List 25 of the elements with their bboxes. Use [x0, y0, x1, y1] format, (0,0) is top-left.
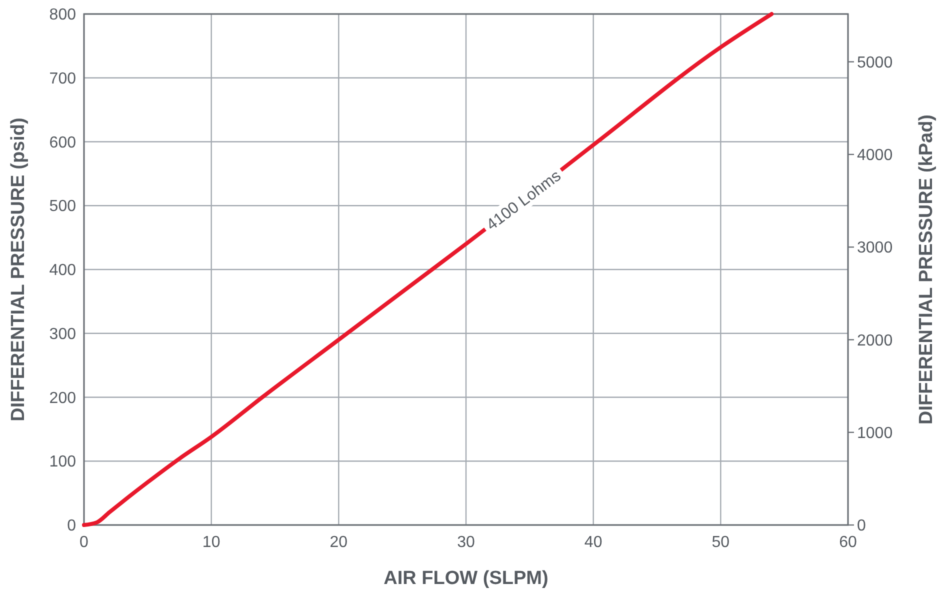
- y2-tick-label: 4000: [857, 147, 893, 164]
- x-tick-label: 20: [330, 534, 348, 551]
- y2-axis-title: DIFFERENTIAL PRESSURE (kPad): [916, 114, 937, 425]
- y2-tick-label: 3000: [857, 240, 893, 257]
- y2-tick-label: 0: [857, 518, 866, 535]
- x-tick-label: 30: [457, 534, 475, 551]
- y-axis-title: DIFFERENTIAL PRESSURE (psid): [8, 118, 29, 422]
- y-tick-label: 700: [49, 70, 76, 88]
- x-tick-label: 50: [712, 534, 730, 551]
- y2-tick-label: 1000: [857, 424, 893, 442]
- x-tick-label: 60: [839, 534, 857, 551]
- y-tick-label: 400: [49, 262, 76, 280]
- x-tick-label: 40: [584, 534, 602, 551]
- y-tick-label: 100: [49, 454, 76, 471]
- y-tick-label: 800: [49, 6, 76, 24]
- y-tick-label: 600: [49, 134, 76, 152]
- y-tick-label: 300: [49, 326, 76, 343]
- y-tick-label: 200: [49, 390, 76, 407]
- y2-tick-label: 2000: [857, 332, 893, 350]
- x-tick-label: 0: [80, 534, 89, 551]
- y-tick-label: 500: [49, 198, 76, 216]
- x-tick-label: 10: [202, 534, 220, 551]
- y-tick-label: 0: [67, 518, 76, 535]
- x-axis-title: AIR FLOW (SLPM): [384, 568, 548, 589]
- y2-tick-label: 5000: [857, 54, 893, 72]
